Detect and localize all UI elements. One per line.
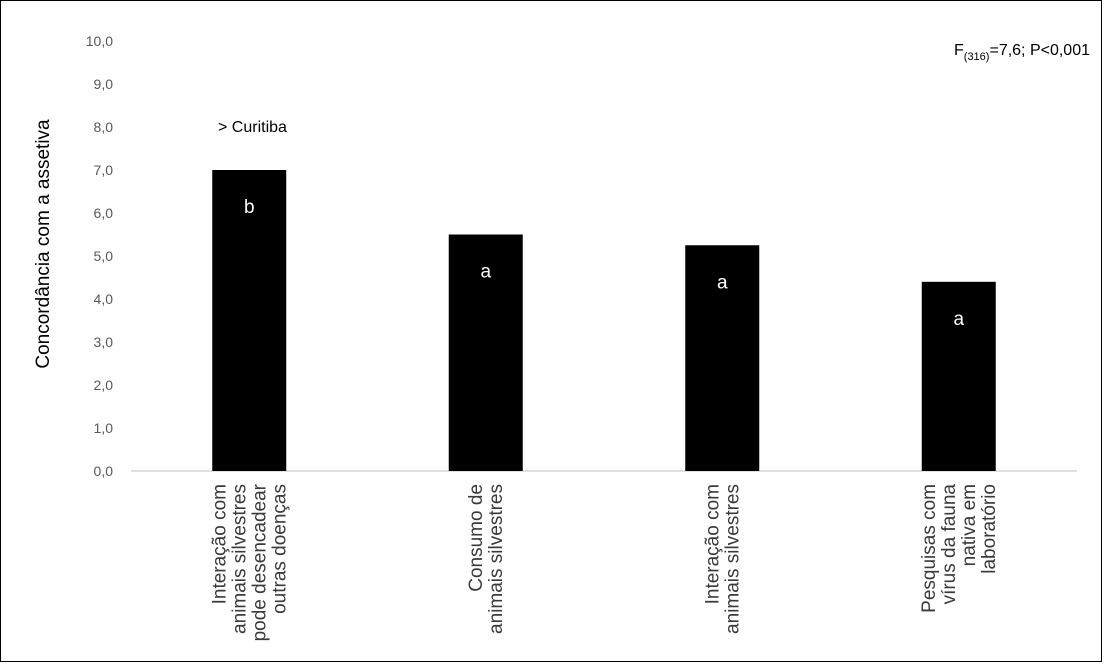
bar	[921, 281, 996, 471]
bar	[448, 234, 523, 471]
annotation-curitiba: > Curitiba	[218, 119, 287, 136]
stat-test-label: F(316)=7,6; P<0,001	[954, 42, 1090, 63]
category-labels: Interação com animais silvestres pode dese…	[209, 483, 1000, 641]
x-category-label-line: vírus da fauna	[939, 484, 960, 605]
x-category-label-line: outras doenças	[269, 484, 290, 614]
stat-test-result: =7,6; P<0,001	[989, 42, 1090, 59]
x-category-label-line: pode desencadear	[249, 483, 270, 641]
y-tick-label: 0,0	[94, 463, 114, 479]
y-axis-ticks: 0,0 1,0 2,0 3,0 4,0 5,0 6,0 7,0 8,0 9,0 10,0	[86, 33, 113, 479]
x-category-label-line: Consumo de	[466, 484, 487, 592]
bar-data-label: a	[953, 309, 964, 330]
y-tick-label: 1,0	[94, 420, 114, 436]
x-category-label: Pesquisas com vírus da fauna nativa em labo…	[919, 484, 1000, 613]
x-category-label-line: Interação com	[702, 484, 723, 604]
x-category-label-line: Interação com	[209, 484, 230, 604]
x-category-label-line: animais silvestres	[229, 484, 250, 634]
x-category-label: Interação com animais silvestres	[702, 484, 743, 634]
x-category-label-line: laboratório	[979, 484, 1000, 574]
y-tick-label: 8,0	[94, 119, 114, 135]
y-tick-label: 9,0	[94, 76, 114, 92]
y-tick-label: 4,0	[94, 291, 114, 307]
x-category-label: Interação com animais silvestres pode dese…	[209, 483, 290, 641]
bar-data-label: b	[244, 197, 255, 218]
bar-data-label: a	[717, 272, 728, 293]
y-tick-label: 7,0	[94, 162, 114, 178]
y-tick-label: 10,0	[86, 33, 113, 49]
y-axis-label: Concordância com a assetiva	[33, 119, 54, 369]
x-category-label-line: Pesquisas com	[919, 484, 940, 613]
y-tick-label: 5,0	[94, 248, 114, 264]
x-category-label: Consumo de animais silvestres	[466, 484, 507, 634]
bar	[685, 245, 760, 471]
stat-test-subscript: (316)	[964, 51, 990, 63]
x-category-label-line: nativa em	[959, 484, 980, 566]
x-category-label-line: animais silvestres	[486, 484, 507, 634]
stat-test-prefix: F	[954, 42, 964, 59]
y-tick-label: 3,0	[94, 334, 114, 350]
x-category-label-line: animais silvestres	[722, 484, 743, 634]
bar-data-label: a	[480, 262, 491, 283]
bar	[212, 170, 287, 471]
y-tick-label: 2,0	[94, 377, 114, 393]
y-tick-label: 6,0	[94, 205, 114, 221]
bars: b a a a	[212, 170, 996, 471]
